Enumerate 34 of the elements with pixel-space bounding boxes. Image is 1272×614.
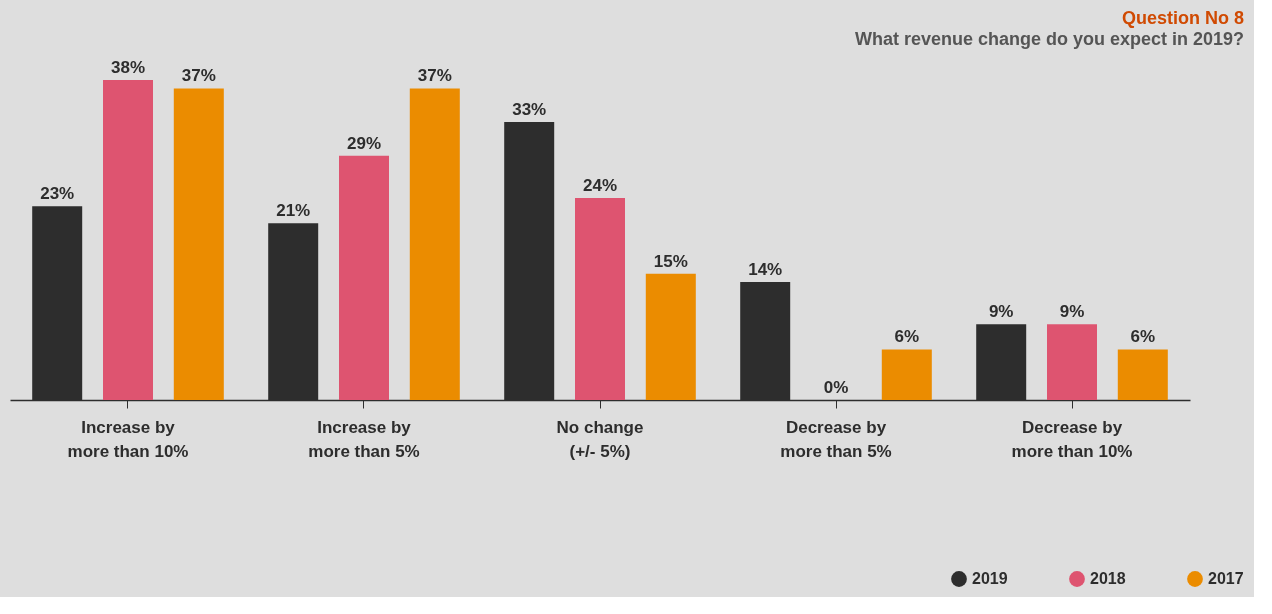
chart-title: Question No 8 (1121, 8, 1244, 28)
x-tick-label: Increase by more than 10% (67, 418, 189, 461)
data-label: 33% (512, 100, 547, 120)
bar (409, 88, 460, 400)
data-label: 37% (181, 66, 216, 86)
data-label: 14% (748, 260, 783, 280)
x-tick-label: Decrease by more than 10% (1011, 418, 1133, 461)
bar (645, 273, 696, 400)
x-tick-label: Decrease by more than 5% (780, 418, 892, 461)
x-tick-label: No change (+/- 5%) (556, 418, 644, 461)
legend-label: 2017 (1208, 570, 1244, 587)
data-label: 37% (417, 66, 452, 86)
bar (881, 349, 932, 400)
bar (1047, 324, 1097, 400)
data-label: 24% (582, 175, 618, 195)
bar (575, 197, 625, 400)
data-label: 0% (823, 378, 849, 397)
data-label: 23% (40, 184, 75, 204)
bar (103, 80, 153, 400)
chart-subtitle: What revenue change do you expect in 2019? (854, 29, 1244, 49)
data-label: 6% (894, 327, 920, 347)
data-label: 9% (1059, 302, 1085, 322)
legend-label: 2018 (1090, 570, 1126, 587)
legend-label: 2019 (972, 570, 1008, 587)
x-tick-label: Increase by more than 5% (308, 418, 420, 461)
data-label: 38% (110, 58, 146, 77)
data-label: 15% (653, 251, 688, 271)
data-label: 9% (988, 302, 1014, 322)
bar (339, 155, 389, 400)
bar (173, 88, 224, 400)
data-label: 21% (276, 201, 311, 221)
bar (1117, 349, 1168, 400)
data-label: 6% (1130, 327, 1156, 347)
data-label: 29% (346, 133, 382, 153)
